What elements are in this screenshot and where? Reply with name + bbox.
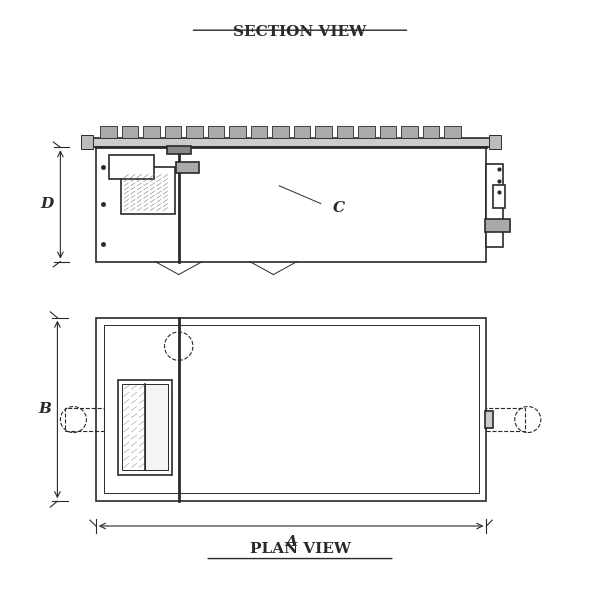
Text: D: D [41, 197, 54, 211]
Bar [96, 146, 487, 262]
Bar [186, 126, 203, 138]
Bar [122, 126, 138, 138]
Text: C: C [332, 201, 344, 215]
Text: SECTION VIEW: SECTION VIEW [233, 25, 367, 39]
Bar [96, 318, 487, 501]
Text: B: B [38, 403, 51, 416]
Text: PLAN VIEW: PLAN VIEW [250, 542, 350, 556]
Bar [358, 126, 374, 138]
Bar [92, 138, 491, 148]
Bar [208, 126, 224, 138]
Bar [380, 126, 396, 138]
Bar [100, 126, 116, 138]
Bar [167, 146, 191, 154]
Text: A: A [285, 535, 297, 550]
Bar [485, 411, 493, 428]
Bar [109, 155, 154, 179]
Bar [444, 126, 461, 138]
Bar [145, 384, 168, 470]
Bar [251, 126, 267, 138]
Bar [487, 164, 503, 247]
Bar [272, 126, 289, 138]
Bar [81, 135, 93, 149]
Bar [337, 126, 353, 138]
Bar [294, 126, 310, 138]
Bar [121, 167, 175, 214]
Bar [118, 380, 172, 475]
Bar [229, 126, 245, 138]
Bar [493, 185, 505, 208]
Bar [176, 162, 199, 173]
Bar [490, 135, 501, 149]
Bar [422, 126, 439, 138]
Bar [487, 408, 525, 431]
Bar [485, 219, 510, 232]
Bar [65, 408, 104, 431]
Bar [122, 384, 168, 470]
Bar [104, 325, 479, 493]
Bar [315, 126, 332, 138]
Bar [143, 126, 160, 138]
Bar [165, 126, 181, 138]
Bar [401, 126, 418, 138]
